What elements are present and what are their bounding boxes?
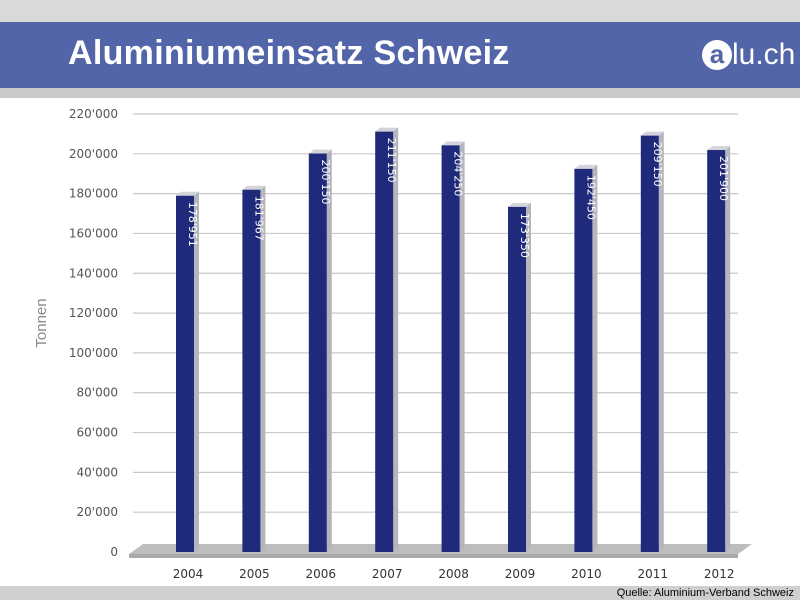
bar-2004: 178'951	[176, 191, 199, 552]
y-tick-label: 80'000	[77, 386, 118, 400]
y-tick-label: 200'000	[69, 147, 118, 161]
bar-value-label: 201'900	[717, 156, 730, 201]
bar-2005: 181'967	[242, 185, 266, 552]
bar-top	[707, 146, 731, 151]
y-axis-ticks: 0 20'000 40'000 60'000 80'000 100'000 120'000 1…	[69, 107, 118, 559]
bar-front	[640, 135, 659, 552]
bar-2010: 192'450	[574, 164, 598, 552]
x-tick-label: 2007	[372, 567, 403, 581]
bar-side	[725, 146, 731, 552]
y-tick-label: 100'000	[69, 346, 118, 360]
y-tick-label: 140'000	[69, 266, 118, 280]
x-tick-label: 2004	[173, 567, 204, 581]
bar-value-label: 173'350	[518, 213, 531, 258]
x-tick-label: 2006	[306, 567, 337, 581]
y-axis-label: Tonnen	[33, 298, 50, 347]
x-axis-ticks: 2004 2005 2006 2007 2008 2009 2010 2011 2012	[173, 567, 735, 581]
bar-top	[508, 202, 531, 207]
y-tick-label: 60'000	[77, 426, 118, 440]
x-tick-label: 2005	[239, 567, 270, 581]
alu-logo: a lu.ch	[702, 40, 795, 80]
y-tick-label: 0	[110, 545, 118, 559]
page-title: Aluminiumeinsatz Schweiz	[68, 34, 510, 72]
bar-2006: 200'150	[308, 149, 332, 553]
bar-value-label: 200'150	[319, 160, 332, 205]
bar-2009: 173'350	[508, 202, 531, 552]
bar-side	[260, 185, 266, 552]
bar-side	[592, 164, 598, 552]
bar-top	[375, 127, 399, 132]
bar-front	[242, 189, 261, 552]
x-tick-label: 2009	[505, 567, 536, 581]
bar-value-label: 178'951	[186, 202, 199, 247]
bar-side	[326, 149, 332, 553]
bottom-strip	[0, 586, 800, 600]
bar-2007: 211'150	[375, 127, 399, 553]
x-tick-label: 2012	[704, 567, 735, 581]
y-tick-label: 120'000	[69, 306, 118, 320]
banner-shadow	[0, 88, 800, 98]
y-tick-label: 160'000	[69, 226, 118, 240]
bar-side	[459, 141, 465, 552]
bar-side	[658, 131, 664, 552]
top-strip	[0, 0, 800, 22]
y-tick-label: 20'000	[77, 505, 118, 519]
bar-front	[574, 168, 593, 552]
logo-a-mark: a	[702, 40, 732, 70]
logo-text: lu.ch	[732, 38, 796, 71]
floor-front	[129, 554, 738, 558]
bar-side	[393, 127, 399, 553]
bar-front	[176, 195, 194, 552]
bar-front	[508, 206, 526, 552]
bar-top	[242, 185, 266, 190]
bar-side	[526, 202, 531, 552]
bar-chart: 0 20'000 40'000 60'000 80'000 100'000 120'000 1…	[33, 107, 752, 581]
bar-front	[375, 131, 394, 552]
bar-value-label: 192'450	[584, 175, 597, 220]
bar-value-label: 204'250	[452, 151, 465, 196]
bar-2008: 204'250	[441, 141, 465, 552]
bar-front	[308, 153, 327, 553]
bar-top	[640, 131, 664, 136]
y-tick-label: 40'000	[77, 465, 118, 479]
bar-top	[176, 191, 199, 196]
bar-top	[574, 164, 598, 169]
y-tick-label: 180'000	[69, 187, 118, 201]
bar-value-label: 209'150	[651, 142, 664, 187]
bar-value-label: 211'150	[385, 138, 398, 183]
bar-2011: 209'150	[640, 131, 664, 552]
bar-2012: 201'900	[707, 146, 731, 552]
x-tick-label: 2011	[638, 567, 669, 581]
title-banner	[0, 22, 800, 88]
bar-front	[707, 150, 726, 552]
y-tick-label: 220'000	[69, 107, 118, 121]
bar-top	[441, 141, 465, 146]
bars: 178'951 181'967 200'150 211'150 204'250 173'3…	[176, 127, 731, 553]
bar-side	[194, 191, 199, 552]
bar-value-label: 181'967	[252, 196, 265, 241]
source-note: Quelle: Aluminium-Verband Schweiz	[616, 587, 794, 599]
bar-top	[308, 149, 332, 154]
bar-front	[441, 145, 460, 552]
x-tick-label: 2010	[571, 567, 602, 581]
grid-lines	[133, 113, 738, 513]
x-tick-label: 2008	[438, 567, 469, 581]
